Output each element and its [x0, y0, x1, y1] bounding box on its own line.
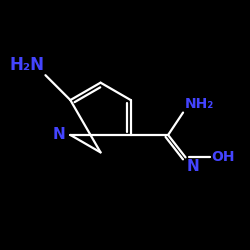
- Text: N: N: [187, 158, 200, 174]
- Text: NH₂: NH₂: [184, 97, 214, 111]
- Text: N: N: [53, 128, 66, 142]
- Text: OH: OH: [212, 150, 235, 164]
- Text: H₂N: H₂N: [9, 56, 44, 74]
